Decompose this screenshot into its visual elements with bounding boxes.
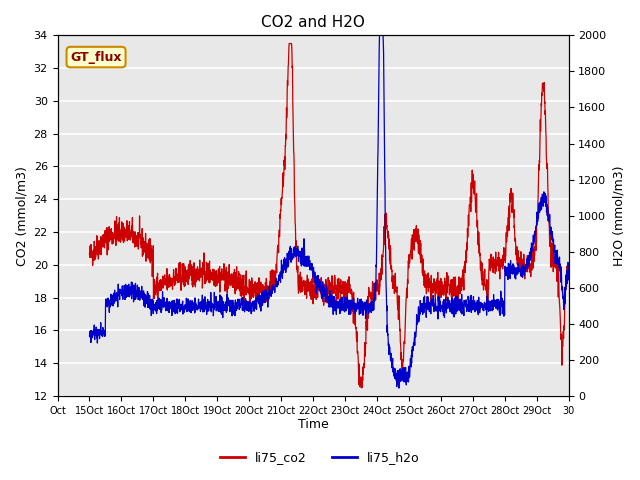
li75_h2o: [564, 265, 572, 271]
Y-axis label: H2O (mmol/m3): H2O (mmol/m3): [612, 166, 625, 266]
li75_h2o: [376, 33, 383, 38]
Line: li75_h2o: li75_h2o: [90, 36, 568, 388]
li75_co2: [551, 264, 559, 270]
li75_h2o: [463, 307, 471, 312]
li75_co2: [86, 251, 93, 256]
li75_h2o: [551, 261, 559, 266]
li75_co2: [306, 279, 314, 285]
Legend: li75_co2, li75_h2o: li75_co2, li75_h2o: [215, 446, 425, 469]
Title: CO2 and H2O: CO2 and H2O: [261, 15, 365, 30]
li75_co2: [319, 291, 326, 297]
li75_h2o: [110, 299, 118, 305]
li75_co2: [357, 385, 365, 391]
Line: li75_co2: li75_co2: [90, 44, 568, 388]
li75_co2: [564, 268, 572, 274]
li75_h2o: [551, 252, 559, 257]
li75_h2o: [395, 385, 403, 391]
Y-axis label: CO2 (mmol/m3): CO2 (mmol/m3): [15, 166, 28, 265]
Text: GT_flux: GT_flux: [70, 50, 122, 63]
li75_h2o: [319, 294, 326, 300]
li75_co2: [285, 41, 293, 47]
li75_co2: [551, 260, 559, 265]
li75_h2o: [86, 333, 93, 339]
li75_h2o: [306, 257, 314, 263]
X-axis label: Time: Time: [298, 419, 328, 432]
li75_co2: [463, 247, 471, 253]
li75_co2: [110, 233, 118, 239]
